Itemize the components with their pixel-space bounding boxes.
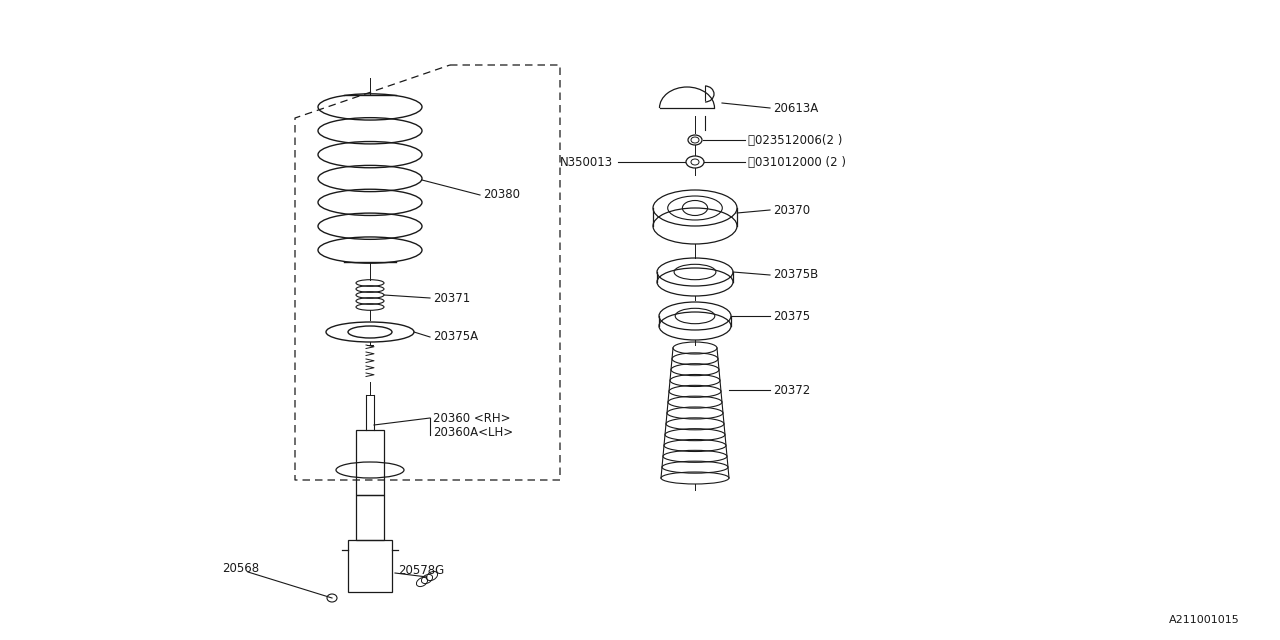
Bar — [356, 430, 384, 495]
Text: N350013: N350013 — [561, 156, 613, 168]
Text: 20375: 20375 — [773, 310, 810, 323]
Text: A211001015: A211001015 — [1169, 615, 1240, 625]
Bar — [356, 495, 384, 540]
Text: 20372: 20372 — [773, 383, 810, 397]
Bar — [348, 540, 392, 592]
Text: 20375B: 20375B — [773, 269, 818, 282]
Text: Ⓦ031012000 (2 ): Ⓦ031012000 (2 ) — [748, 156, 846, 168]
Text: 20568: 20568 — [221, 563, 259, 575]
Text: Ⓝ023512006(2 ): Ⓝ023512006(2 ) — [748, 134, 842, 147]
Text: 20371: 20371 — [433, 291, 470, 305]
Text: 20375A: 20375A — [433, 330, 479, 344]
Text: 20613A: 20613A — [773, 102, 818, 115]
Text: 20370: 20370 — [773, 204, 810, 216]
Text: 20360 <RH>: 20360 <RH> — [433, 412, 511, 424]
Text: 20360A<LH>: 20360A<LH> — [433, 426, 513, 438]
Text: 20380: 20380 — [483, 189, 520, 202]
Text: 20578G: 20578G — [398, 563, 444, 577]
